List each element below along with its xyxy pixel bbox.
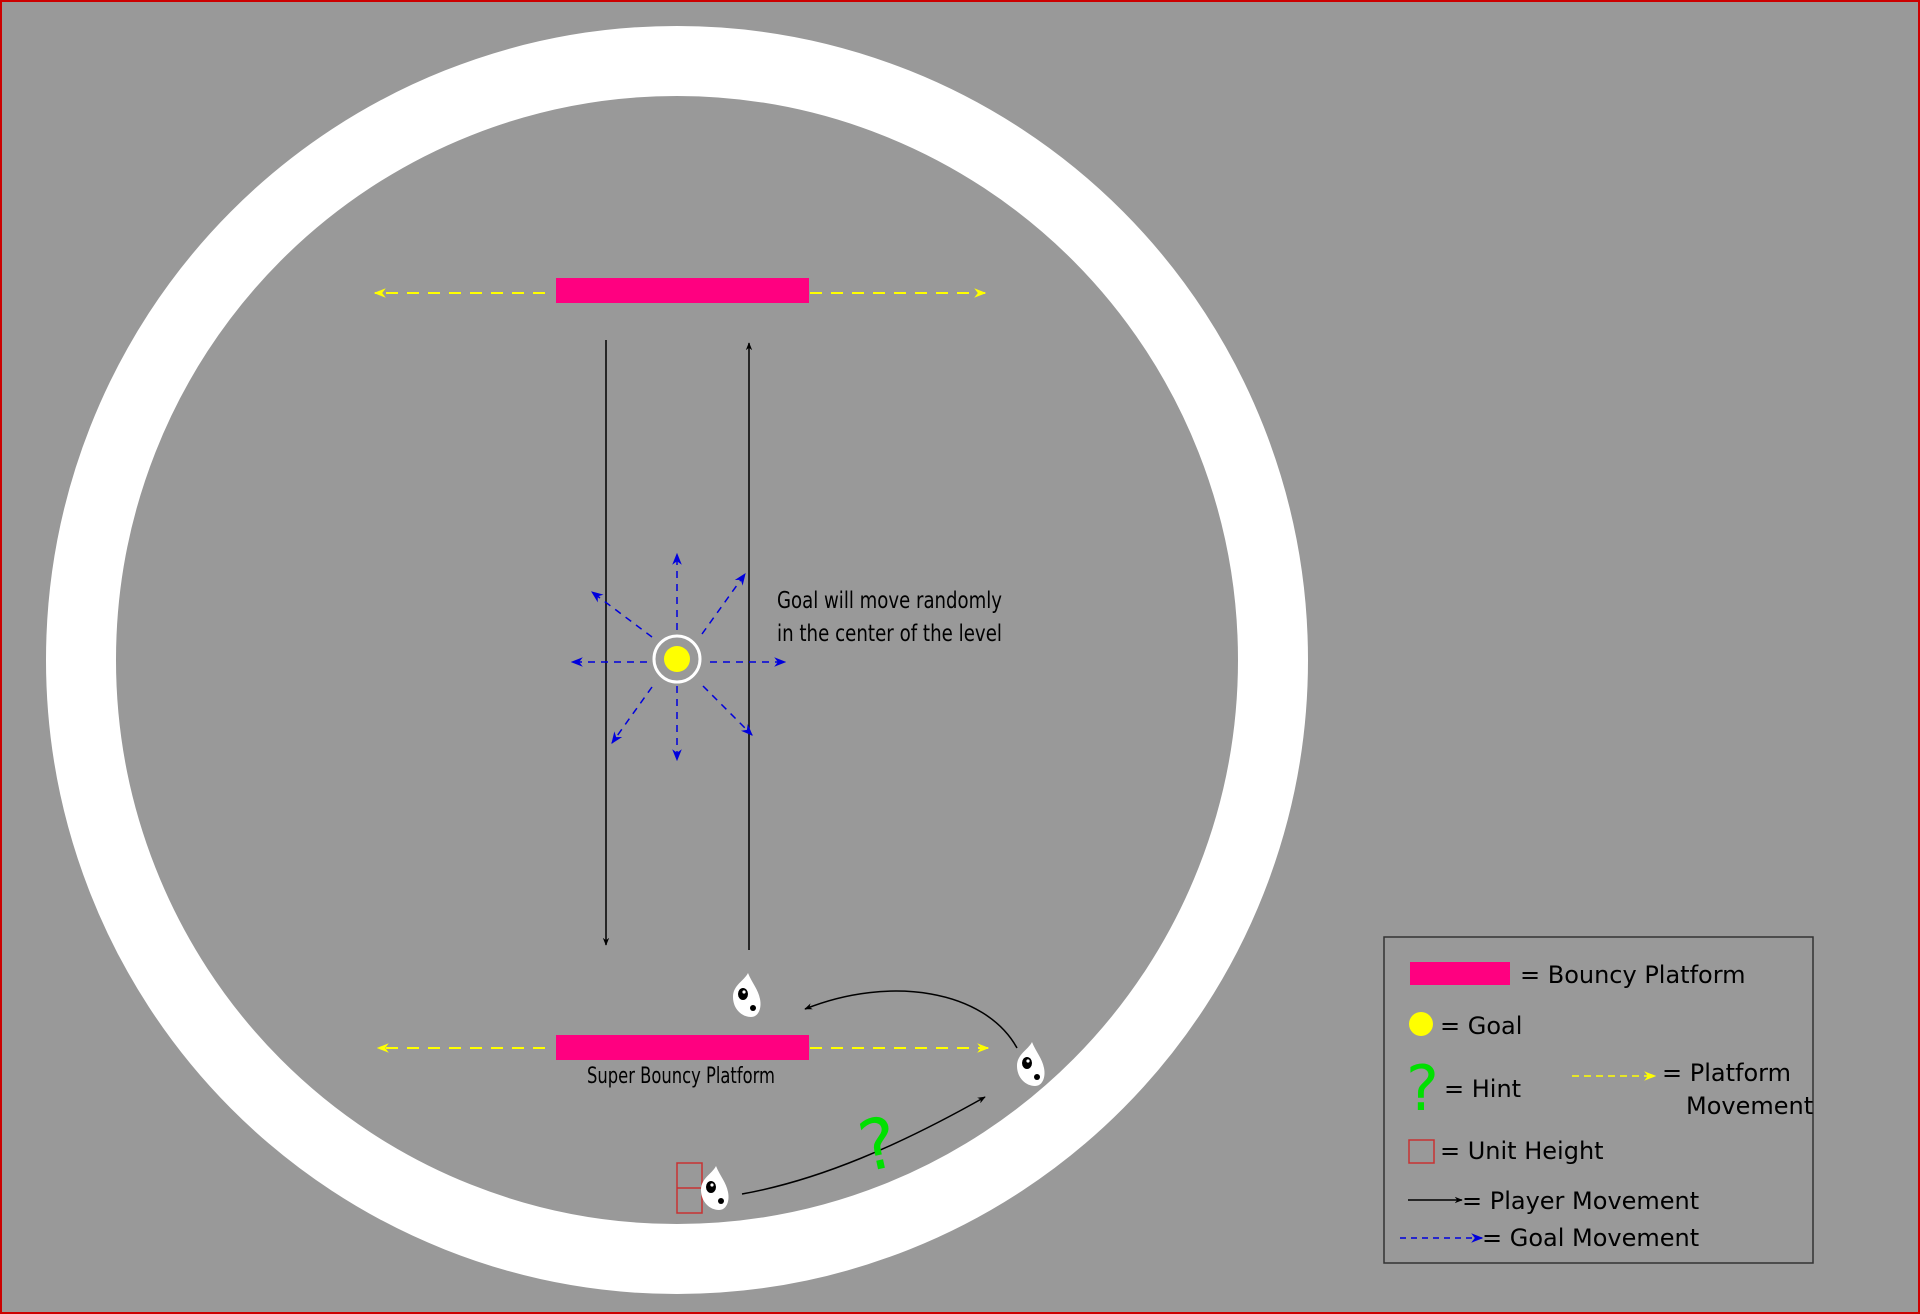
player-path-to-wall	[741, 1096, 986, 1195]
super-bouncy-platform	[556, 1035, 809, 1060]
player-character-icon	[1017, 1042, 1045, 1086]
legend-hint-label: = Hint	[1444, 1075, 1521, 1103]
legend-bouncy-platform-label: = Bouncy Platform	[1520, 961, 1746, 989]
top-bouncy-platform	[556, 278, 809, 303]
legend-goal-swatch	[1409, 1012, 1433, 1036]
legend: = Bouncy Platform = Goal ? = Hint = Plat…	[1383, 936, 1814, 1264]
goal-icon	[664, 646, 690, 672]
goal-note-line-2: in the center of the level	[777, 621, 1002, 647]
legend-platform-movement-label-2: Movement	[1686, 1092, 1813, 1120]
legend-player-movement-label: = Player Movement	[1462, 1187, 1699, 1215]
player-character-icon	[701, 1166, 729, 1210]
legend-goal-movement-label: = Goal Movement	[1482, 1224, 1699, 1252]
player-path-to-platform	[804, 990, 1018, 1049]
unit-height-icon	[676, 1162, 703, 1214]
level-ring	[46, 26, 1308, 1294]
goal-ring	[652, 634, 702, 684]
legend-unit-height-label: = Unit Height	[1440, 1137, 1604, 1165]
player-character-icon	[733, 973, 761, 1017]
goal-note-line-1: Goal will move randomly	[777, 588, 1002, 614]
legend-platform-swatch	[1410, 962, 1510, 985]
legend-platform-movement-label-1: = Platform	[1662, 1059, 1791, 1087]
legend-hint-swatch: ?	[1406, 1052, 1439, 1125]
goal-movement-arrows	[570, 552, 787, 762]
legend-unit-height-swatch	[1408, 1139, 1435, 1164]
legend-box	[1383, 936, 1814, 1264]
legend-goal-label: = Goal	[1440, 1012, 1522, 1040]
super-platform-label: Super Bouncy Platform	[587, 1064, 775, 1089]
hint-icon: ?	[851, 1101, 904, 1189]
